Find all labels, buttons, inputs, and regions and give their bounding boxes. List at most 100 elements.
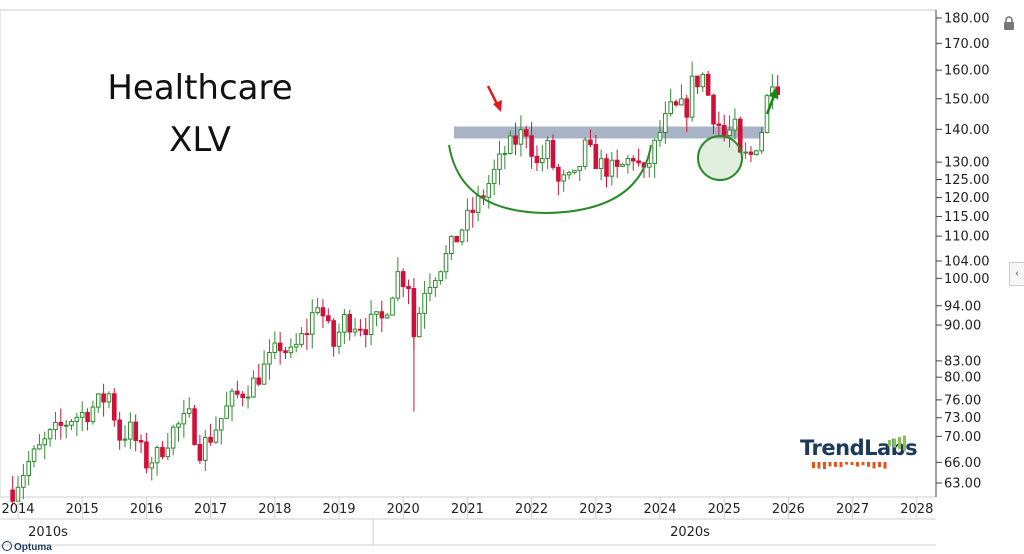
candle-body — [684, 98, 690, 118]
collapse-panel-button[interactable]: ‹ — [1009, 262, 1024, 286]
candle-body — [727, 129, 732, 136]
candle — [213, 416, 219, 445]
candle-body — [309, 312, 315, 335]
optuma-logo-icon — [2, 541, 12, 551]
candle — [202, 429, 208, 472]
candle — [363, 317, 369, 348]
candle-body — [657, 131, 663, 141]
candle-body — [647, 163, 652, 168]
candle-body — [384, 314, 390, 319]
candle — [315, 297, 320, 315]
lock-icon[interactable] — [1000, 14, 1018, 32]
candle-body — [154, 446, 160, 464]
candle — [106, 391, 112, 409]
x-tick-label: 2025 — [708, 502, 741, 517]
candle-body — [85, 411, 90, 423]
logo-dot — [823, 462, 826, 469]
candle — [26, 450, 31, 486]
candle-body — [652, 139, 657, 165]
candle — [588, 129, 593, 148]
candle-body — [545, 140, 550, 159]
candle-body — [283, 350, 288, 354]
candle — [518, 115, 524, 157]
y-tick-label: 104.00 — [944, 254, 990, 269]
candle — [695, 75, 700, 95]
x-tick-label: 2027 — [836, 502, 869, 517]
candle-body — [427, 286, 433, 294]
y-tick-label: 170.00 — [944, 37, 990, 52]
candle — [748, 146, 754, 163]
candle-body — [95, 393, 101, 408]
candle-body — [261, 363, 267, 385]
candle — [470, 197, 476, 228]
y-tick-label: 110.00 — [944, 230, 990, 245]
candle-body — [170, 426, 176, 449]
candle-body — [443, 253, 449, 273]
candle-body — [331, 320, 336, 347]
y-tick-label: 73.00 — [944, 411, 981, 426]
candle — [69, 419, 74, 430]
candle-body — [267, 351, 272, 365]
candle — [727, 115, 732, 148]
candle-body — [598, 158, 604, 170]
candle-body — [518, 129, 524, 145]
candle-body — [620, 164, 625, 167]
candle — [181, 399, 187, 438]
logo-dot — [834, 462, 837, 467]
decade-label: 2010s — [28, 525, 68, 540]
arrow-up-shaft — [765, 95, 776, 115]
candle — [208, 423, 213, 446]
candle — [545, 136, 550, 170]
candle — [112, 388, 117, 427]
candle — [459, 228, 465, 246]
candle-body — [614, 159, 620, 167]
candle-body — [454, 235, 459, 243]
logo-dot — [883, 462, 887, 469]
candle — [277, 331, 283, 365]
candle — [368, 300, 374, 346]
candle-body — [689, 75, 695, 118]
candle — [320, 299, 326, 328]
y-tick-label: 83.00 — [944, 354, 981, 369]
candle-body — [74, 416, 80, 422]
candle-body — [117, 419, 122, 441]
logo-dots-icon — [812, 462, 887, 469]
candle-body — [416, 312, 422, 338]
candle-body — [449, 235, 454, 255]
candle-body — [475, 195, 481, 213]
candle-body — [304, 333, 310, 336]
candle — [743, 142, 748, 159]
candle-body — [630, 158, 636, 162]
y-tick-label: 80.00 — [944, 371, 981, 386]
candle — [283, 347, 288, 359]
candle — [754, 149, 759, 156]
candle-body — [609, 159, 615, 177]
candle-body — [759, 132, 764, 152]
candle-body — [379, 311, 385, 319]
candle-body — [561, 174, 567, 182]
candle — [165, 432, 171, 461]
candle-body — [513, 135, 518, 145]
candle-body — [133, 421, 138, 441]
candle — [53, 411, 58, 440]
candle-body — [42, 438, 48, 446]
candle — [170, 424, 176, 456]
candle-body — [69, 420, 74, 426]
candle-body — [112, 393, 117, 421]
x-tick-label: 2015 — [66, 502, 99, 517]
y-tick-label: 90.00 — [944, 319, 981, 334]
candle — [663, 101, 668, 144]
candle-body — [213, 429, 219, 443]
candle — [550, 134, 556, 171]
optuma-credit: Optuma — [2, 541, 52, 553]
candle-body — [523, 129, 529, 137]
candle-body — [673, 101, 679, 106]
candle — [759, 127, 764, 154]
candle — [705, 70, 711, 97]
candle — [652, 138, 657, 179]
candle — [491, 159, 497, 196]
candle — [711, 93, 716, 134]
decade-label: 2020s — [670, 525, 710, 540]
candle-body — [572, 169, 577, 173]
candle — [443, 244, 449, 280]
